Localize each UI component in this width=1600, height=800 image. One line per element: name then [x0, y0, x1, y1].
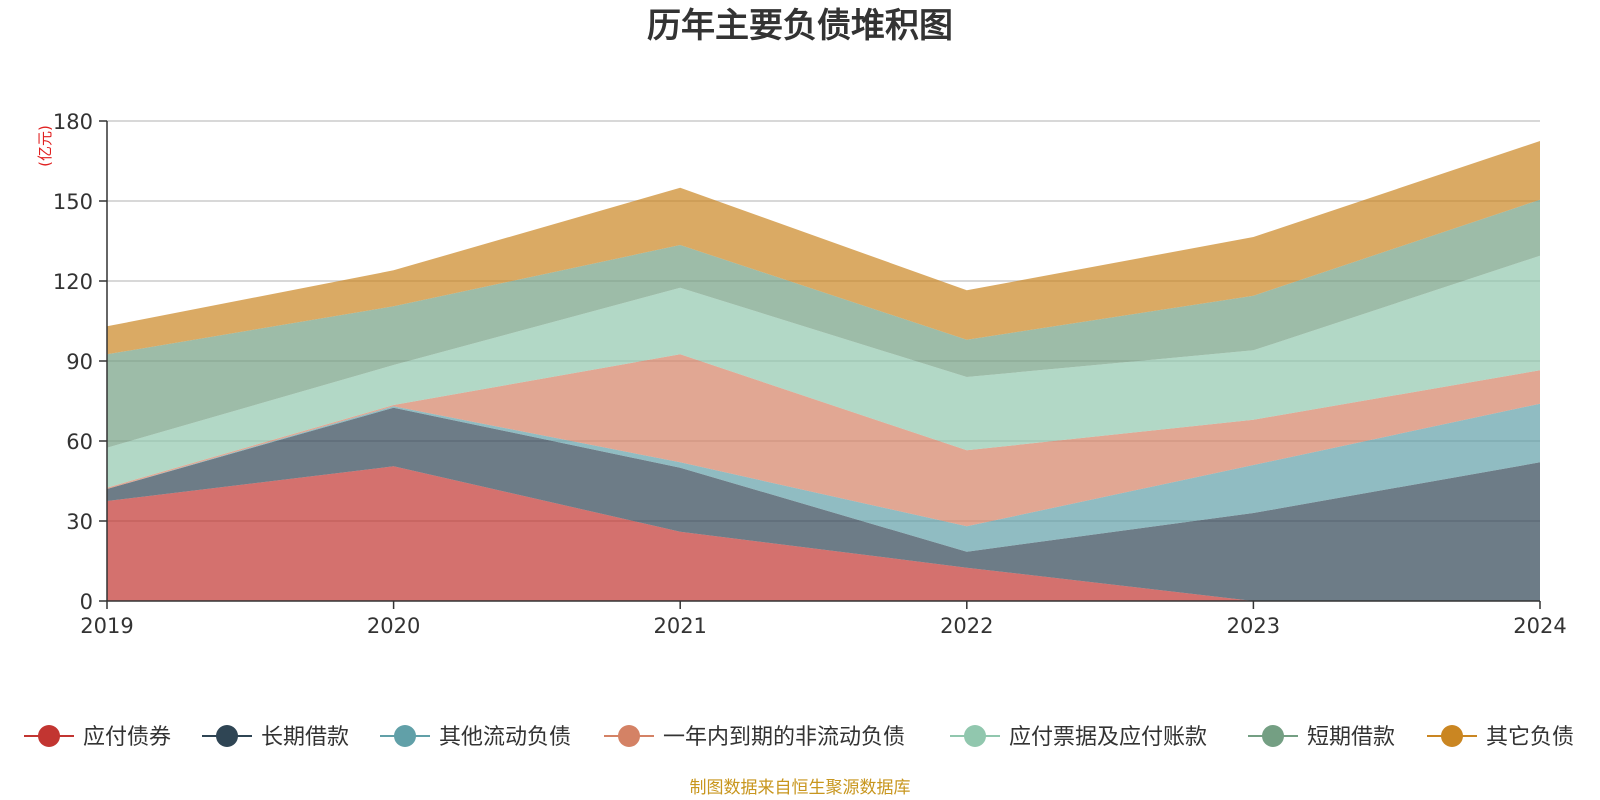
legend-label: 长期借款: [261, 725, 349, 750]
legend-item-6[interactable]: 其它负债: [1427, 725, 1574, 750]
x-tick-label: 2022: [940, 614, 993, 638]
legend-marker-icon: [964, 725, 986, 747]
x-tick-label: 2021: [653, 614, 706, 638]
x-tick-label: 2019: [80, 614, 133, 638]
x-tick-label: 2023: [1227, 614, 1280, 638]
legend-label: 应付票据及应付账款: [1009, 725, 1207, 750]
legend-label: 一年内到期的非流动负债: [663, 725, 905, 750]
legend-label: 应付债券: [83, 725, 171, 750]
legend-item-3[interactable]: 一年内到期的非流动负债: [604, 725, 905, 750]
chart-title: 历年主要负债堆积图: [647, 6, 953, 46]
legend-marker-icon: [1441, 725, 1463, 747]
y-tick-label: 60: [66, 430, 93, 454]
y-tick-label: 180: [53, 110, 93, 134]
x-tick-label: 2020: [367, 614, 420, 638]
area-2: [107, 403, 1540, 552]
area-3: [107, 354, 1540, 527]
area-0: [107, 466, 1540, 601]
area-6: [107, 141, 1540, 355]
legend-marker-icon: [38, 725, 60, 747]
axes: 0 30 60 90 120 150 180 2019 2020 2021 2022 2023 2024: [53, 110, 1567, 638]
legend-label: 其它负债: [1486, 725, 1574, 750]
legend: 应付债券 长期借款 其他流动负债 一年内到期的非流动负债 应付票据及应付账款 短期借款 其它…: [24, 725, 1574, 750]
area-4: [107, 255, 1540, 488]
x-tick-label: 2024: [1513, 614, 1566, 638]
area-5: [107, 199, 1540, 448]
legend-marker-icon: [1262, 725, 1284, 747]
legend-label: 其他流动负债: [439, 725, 571, 750]
legend-marker-icon: [394, 725, 416, 747]
y-tick-label: 0: [80, 590, 93, 614]
y-tick-label: 30: [66, 510, 93, 534]
source-note: 制图数据来自恒生聚源数据库: [690, 778, 911, 798]
legend-item-1[interactable]: 长期借款: [202, 725, 349, 750]
y-tick-label: 120: [53, 270, 93, 294]
y-tick-label: 150: [53, 190, 93, 214]
area-series: [107, 141, 1540, 601]
legend-item-2[interactable]: 其他流动负债: [380, 725, 571, 750]
legend-label: 短期借款: [1307, 725, 1395, 750]
legend-item-4[interactable]: 应付票据及应付账款: [950, 725, 1207, 750]
area-1: [107, 407, 1540, 601]
legend-marker-icon: [216, 725, 238, 747]
y-axis-unit-label: (亿元): [36, 125, 54, 167]
legend-item-0[interactable]: 应付债券: [24, 725, 171, 750]
legend-marker-icon: [618, 725, 640, 747]
y-tick-label: 90: [66, 350, 93, 374]
legend-item-5[interactable]: 短期借款: [1248, 725, 1395, 750]
